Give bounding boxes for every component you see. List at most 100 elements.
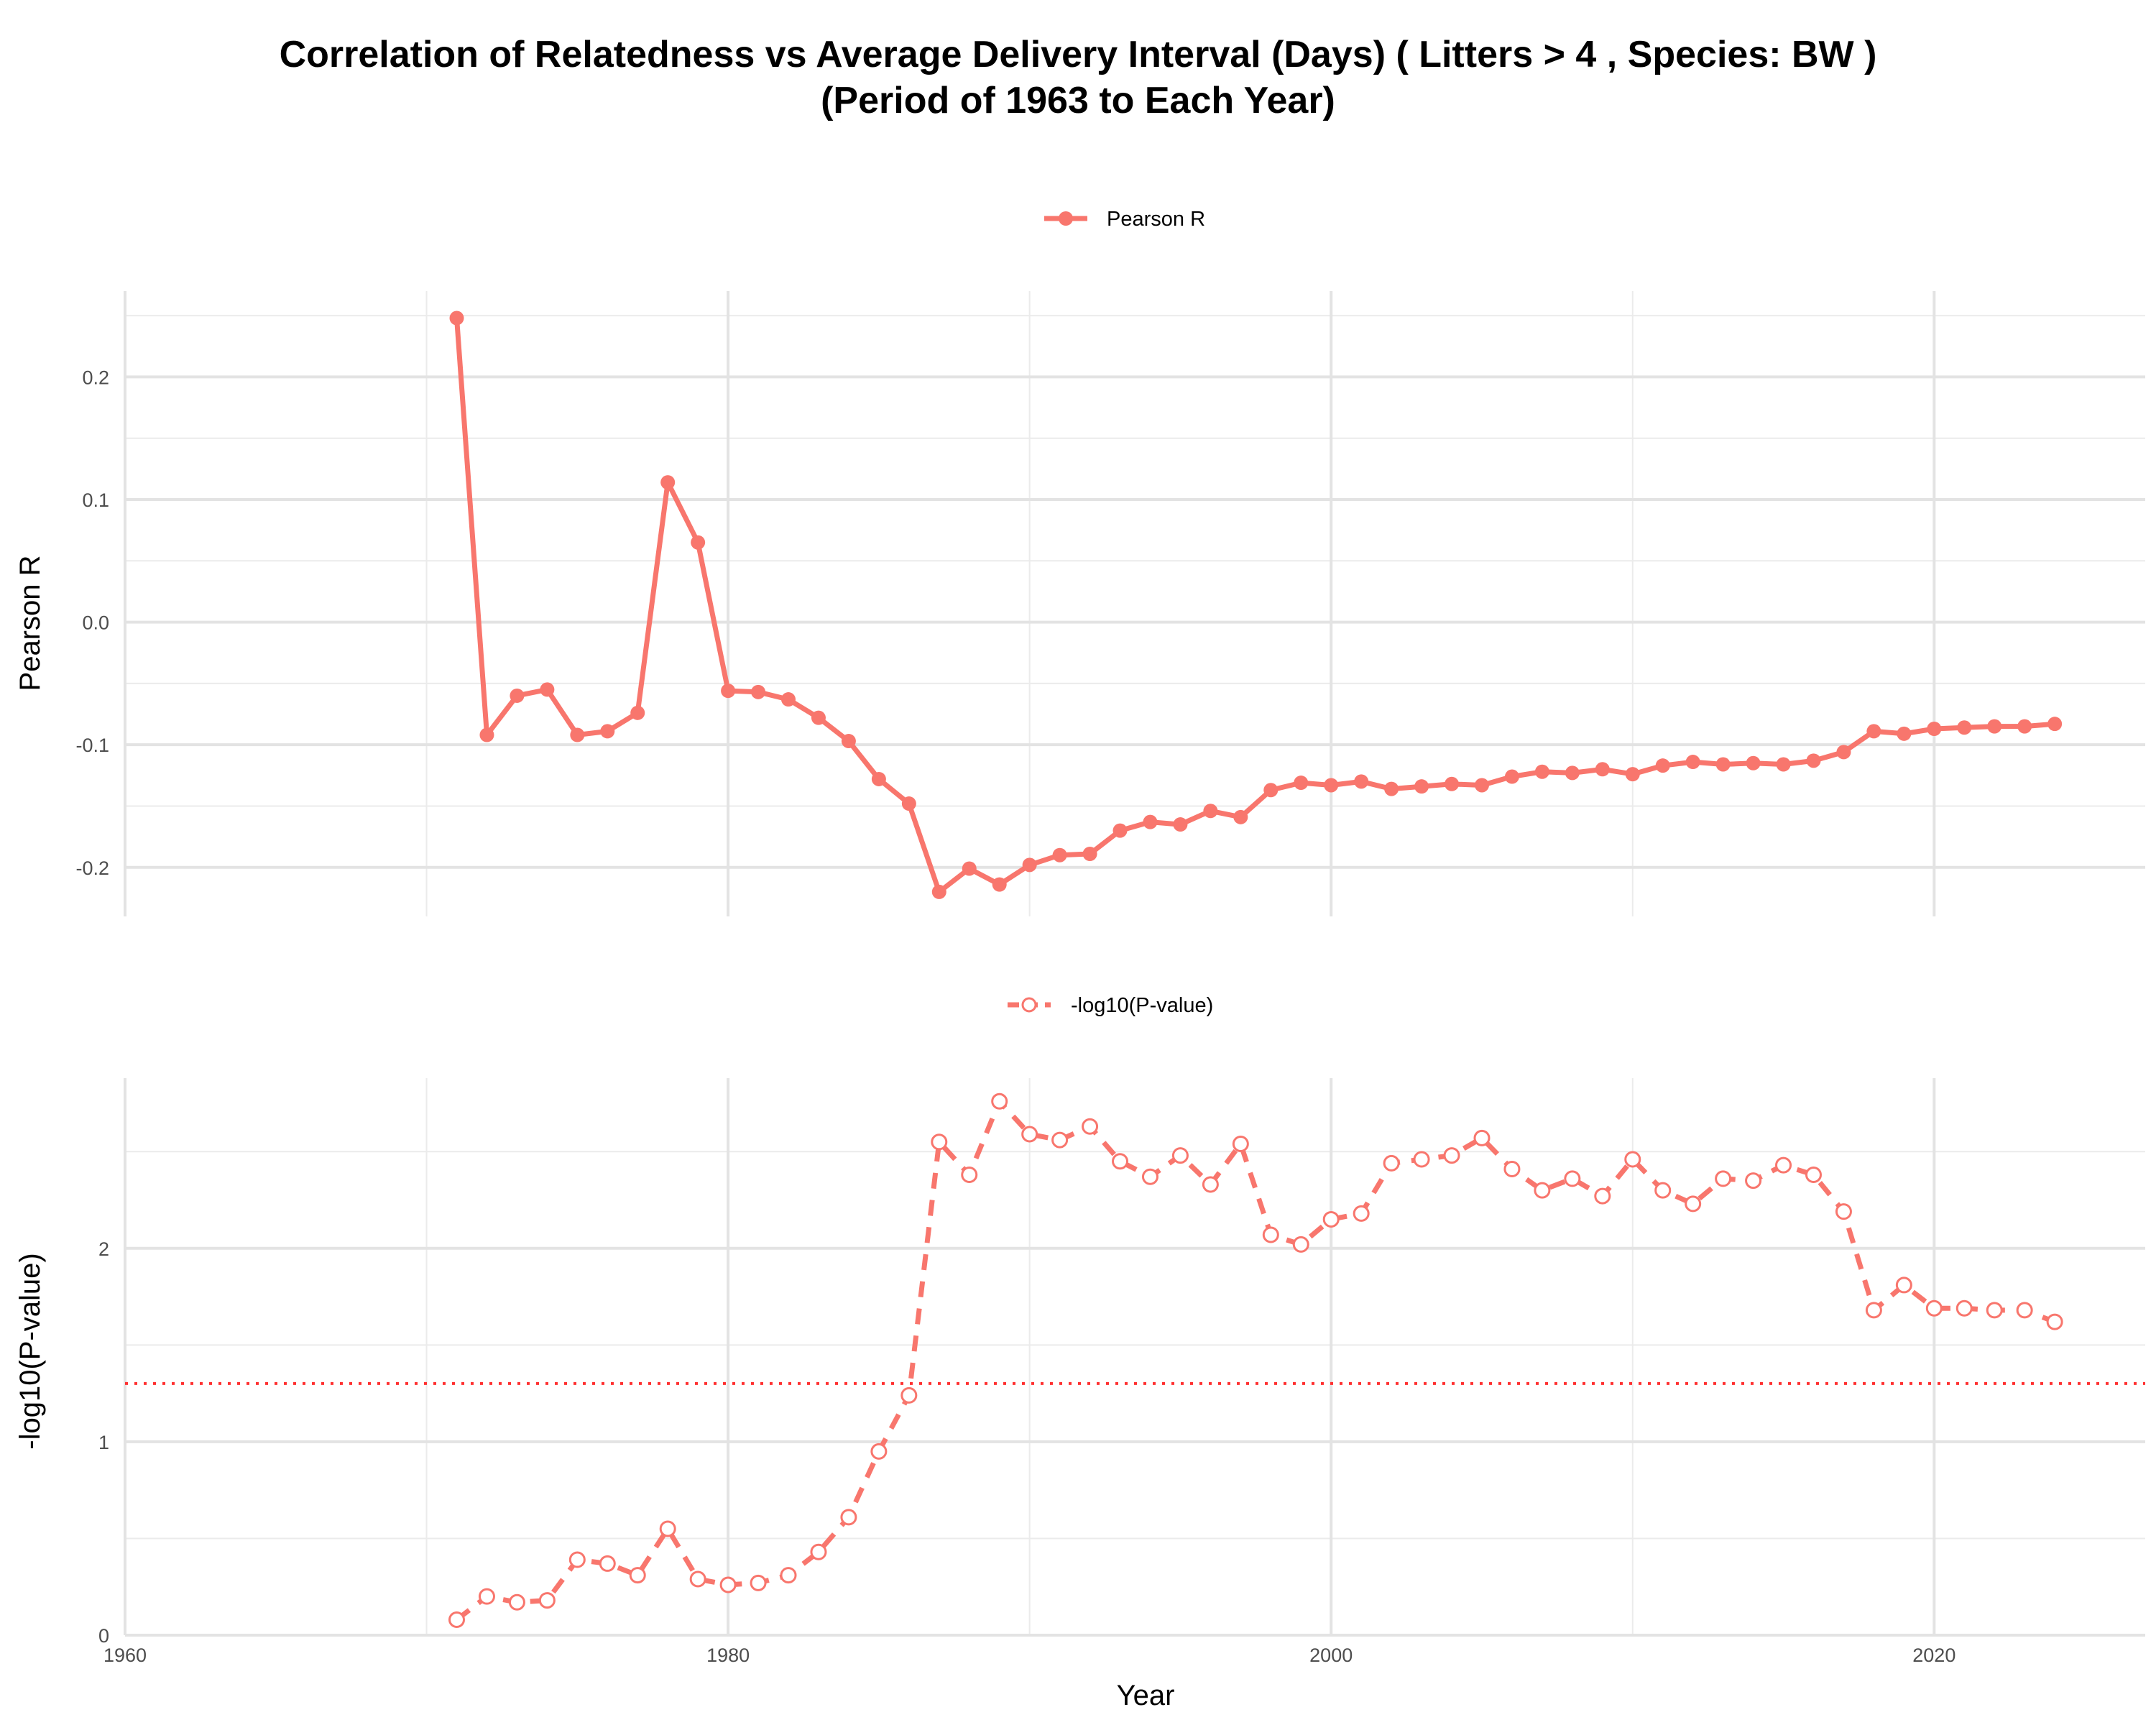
pearson-point — [1655, 758, 1670, 773]
neglog10p-point — [780, 1567, 797, 1584]
pearson-legend-marker — [1059, 211, 1073, 226]
neglog10p-point — [1865, 1302, 1882, 1319]
neglog10p-point — [719, 1576, 737, 1593]
neglog10p-point — [1955, 1300, 1973, 1317]
neglog10p-point — [840, 1509, 857, 1526]
pearson-point — [1685, 755, 1700, 770]
pearson-point — [1927, 722, 1942, 736]
pvalue-panel: -log10(P-value) 0 1 2 1960 1980 2000 2020 -lo… — [14, 994, 2145, 1711]
pearson-point — [570, 727, 585, 742]
x-axis-title: Year — [1117, 1680, 1175, 1711]
pearson-point — [1595, 762, 1610, 777]
neglog10p-point — [1715, 1170, 1732, 1187]
pearson-point — [1082, 847, 1097, 861]
neglog10p-point — [1986, 1302, 2003, 1319]
pearson-point — [1625, 767, 1640, 782]
pvalue-legend-marker — [1021, 997, 1037, 1013]
neglog10p-point — [961, 1167, 978, 1184]
neglog10p-point — [689, 1570, 706, 1588]
neglog10p-point — [1925, 1300, 1943, 1317]
pearson-point — [2047, 717, 2063, 732]
neglog10p-point — [599, 1555, 616, 1572]
pearson-point — [751, 684, 766, 699]
neglog10p-point — [900, 1386, 918, 1404]
pearson-point — [1384, 781, 1399, 796]
neglog10p-point — [1564, 1170, 1581, 1187]
pearson-point — [1112, 823, 1128, 838]
pearson-point — [1324, 778, 1339, 793]
neglog10p-point — [1232, 1135, 1249, 1152]
pearson-point — [1504, 769, 1519, 784]
chart-title-line-1: Correlation of Relatedness vs Average De… — [279, 34, 1877, 75]
pearson-point — [540, 682, 555, 697]
pearson-point — [901, 796, 916, 811]
x-tick-label: 2020 — [1912, 1644, 1955, 1666]
pearson-point — [1294, 776, 1309, 791]
neglog10p-point — [1171, 1147, 1189, 1164]
neglog10p-point — [1141, 1168, 1158, 1185]
neglog10p-point — [991, 1092, 1008, 1110]
y-tick-label: 0.2 — [82, 367, 109, 388]
pearson-point — [510, 688, 525, 703]
pearson-point — [962, 861, 977, 876]
pvalue-series — [448, 1092, 2063, 1628]
y-tick-label: 0 — [98, 1625, 109, 1647]
pearson-point — [1565, 765, 1580, 781]
neglog10p-point — [1443, 1147, 1460, 1164]
pearson-point — [2017, 719, 2032, 734]
neglog10p-point — [750, 1574, 767, 1591]
pearson-y-tick-labels: -0.2 -0.1 0.0 0.1 0.2 — [75, 367, 109, 878]
neglog10p-point — [448, 1611, 466, 1628]
neglog10p-point — [1051, 1131, 1069, 1149]
chart-title-line-2: (Period of 1963 to Each Year) — [821, 80, 1335, 121]
pearson-point — [1143, 814, 1158, 829]
pearson-point — [1776, 757, 1791, 772]
neglog10p-point — [931, 1133, 948, 1151]
neglog10p-point — [1895, 1276, 1912, 1294]
pearson-legend: Pearson R — [1044, 208, 1205, 231]
neglog10p-point — [1594, 1187, 1611, 1205]
neglog10p-point — [629, 1567, 646, 1584]
pearson-point — [1836, 745, 1851, 760]
neglog10p-point — [1383, 1154, 1400, 1172]
neglog10p-point — [1745, 1172, 1762, 1190]
pearson-point — [1715, 757, 1731, 772]
neglog10p-point — [1262, 1226, 1279, 1243]
neglog10p-point — [1082, 1118, 1099, 1135]
pearson-point — [1474, 778, 1489, 793]
pearson-gridlines — [124, 291, 2145, 916]
pearson-point — [721, 684, 736, 699]
pearson-series — [449, 310, 2063, 899]
x-tick-label: 2000 — [1309, 1644, 1353, 1666]
neglog10p-point — [1292, 1236, 1309, 1253]
pearson-point — [1203, 804, 1218, 819]
pearson-point — [660, 475, 676, 490]
y-tick-label: 1 — [98, 1432, 109, 1453]
neglog10p-point — [1413, 1151, 1430, 1168]
neglog10p-point — [2046, 1313, 2063, 1330]
pearson-point — [691, 535, 706, 550]
pearson-panel: Pearson R -0.2 -0.1 0.0 0.1 0.2 Pearson R — [14, 208, 2145, 916]
neglog10p-point — [1503, 1160, 1521, 1177]
pearson-point — [600, 724, 615, 739]
y-tick-label: 2 — [98, 1238, 109, 1260]
neglog10p-point — [1322, 1210, 1340, 1228]
neglog10p-point — [478, 1588, 495, 1605]
pearson-point — [1052, 847, 1067, 862]
pearson-point — [1354, 774, 1369, 789]
pvalue-legend-label: -log10(P-value) — [1071, 994, 1213, 1017]
y-tick-label: -0.2 — [75, 857, 109, 879]
pearson-point — [1897, 726, 1912, 741]
neglog10p-point — [1112, 1153, 1129, 1170]
neglog10p-point — [1835, 1203, 1852, 1220]
pvalue-x-tick-labels: 1960 1980 2000 2020 — [103, 1644, 1955, 1666]
pearson-point — [1445, 776, 1460, 791]
pearson-point — [1866, 724, 1881, 739]
pvalue-y-tick-labels: 0 1 2 — [98, 1238, 109, 1647]
neglog10p-point — [508, 1593, 525, 1611]
pvalue-legend: -log10(P-value) — [1008, 994, 1213, 1017]
pearson-point — [1414, 779, 1429, 794]
neglog10p-point — [1202, 1176, 1219, 1193]
pearson-point — [841, 734, 856, 749]
